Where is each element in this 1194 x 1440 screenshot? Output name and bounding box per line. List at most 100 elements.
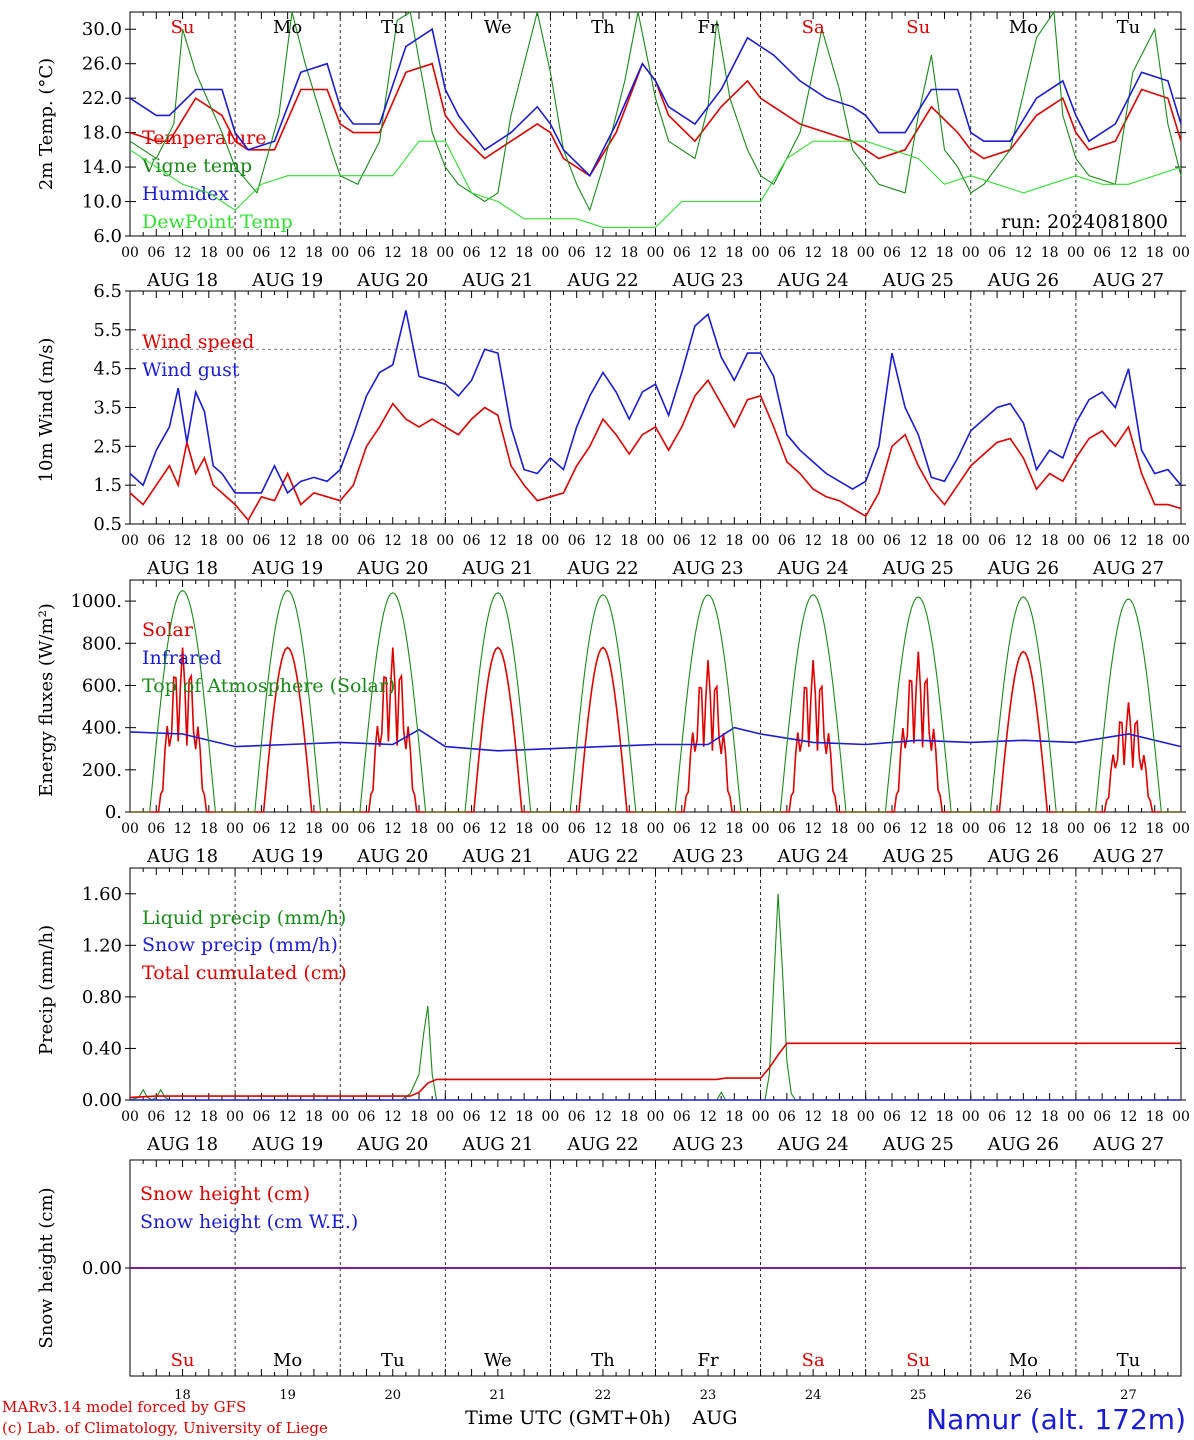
x-hour-label: 18 xyxy=(515,821,533,837)
x-hour-label: 00 xyxy=(1067,1109,1085,1125)
x-hour-label: 18 xyxy=(305,1109,323,1125)
credit-model: MARv3.14 model forced by GFS xyxy=(2,1398,247,1416)
x-hour-label: 00 xyxy=(436,245,454,261)
x-hour-label: 18 xyxy=(515,245,533,261)
x-hour-label: 00 xyxy=(647,533,665,549)
x-hour-label: 00 xyxy=(962,1109,980,1125)
x-hour-label: 00 xyxy=(1172,245,1190,261)
y-axis-label: Precip (mm/h) xyxy=(36,925,57,1055)
x-hour-label: 00 xyxy=(436,821,454,837)
y-tick-label: 14.0 xyxy=(82,157,122,178)
x-hour-label: 00 xyxy=(541,1109,559,1125)
x-date-label: AUG 20 xyxy=(356,270,428,291)
x-hour-label: 12 xyxy=(489,533,507,549)
x-hour-label: 18 xyxy=(200,533,218,549)
day-name: Su xyxy=(906,1350,930,1371)
x-hour-label: 18 xyxy=(725,1109,743,1125)
x-date-label: AUG 24 xyxy=(777,1134,849,1155)
legend-entry: Wind speed xyxy=(142,331,254,353)
x-hour-label: 18 xyxy=(620,1109,638,1125)
x-hour-label: 12 xyxy=(489,821,507,837)
x-hour-label: 06 xyxy=(778,821,796,837)
x-hour-label: 06 xyxy=(1093,821,1111,837)
x-hour-label: 18 xyxy=(515,533,533,549)
x-hour-label: 00 xyxy=(857,533,875,549)
x-hour-label: 06 xyxy=(988,245,1006,261)
y-tick-label: 18.0 xyxy=(82,123,122,144)
x-hour-label: 06 xyxy=(147,821,165,837)
y-tick-label: 26.0 xyxy=(82,54,122,75)
x-hour-label: 06 xyxy=(463,821,481,837)
y-tick-label: 600. xyxy=(82,675,122,696)
day-name: Th xyxy=(591,1350,615,1371)
x-hour-label: 12 xyxy=(279,821,297,837)
x-hour-label: 18 xyxy=(936,821,954,837)
y-tick-label: 5.5 xyxy=(93,320,122,341)
x-hour-label: 12 xyxy=(699,821,717,837)
legend-entry: Vigne temp xyxy=(141,155,252,177)
x-hour-label: 00 xyxy=(857,1109,875,1125)
x-hour-label: 12 xyxy=(1120,1109,1138,1125)
x-hour-label: 18 xyxy=(305,533,323,549)
x-date-label: AUG 25 xyxy=(882,558,954,579)
x-date-label: AUG 26 xyxy=(987,846,1059,867)
day-number: 25 xyxy=(910,1388,927,1403)
day-number: 27 xyxy=(1120,1388,1137,1403)
x-hour-label: 06 xyxy=(778,245,796,261)
x-hour-label: 06 xyxy=(568,821,586,837)
x-hour-label: 12 xyxy=(384,533,402,549)
x-hour-label: 00 xyxy=(436,1109,454,1125)
y-axis-label: 10m Wind (m/s) xyxy=(36,338,57,483)
x-date-label: AUG 25 xyxy=(882,846,954,867)
x-hour-label: 00 xyxy=(541,821,559,837)
x-hour-label: 18 xyxy=(725,245,743,261)
x-hour-label: 00 xyxy=(1172,1109,1190,1125)
x-hour-label: 18 xyxy=(831,821,849,837)
x-hour-label: 00 xyxy=(436,533,454,549)
x-hour-label: 00 xyxy=(647,821,665,837)
x-hour-label: 18 xyxy=(620,821,638,837)
x-hour-label: 00 xyxy=(1172,821,1190,837)
series-line xyxy=(130,589,1181,813)
x-date-label: AUG 18 xyxy=(146,846,218,867)
x-date-label: AUG 19 xyxy=(251,846,323,867)
x-hour-label: 12 xyxy=(699,1109,717,1125)
x-date-label: AUG 24 xyxy=(777,846,849,867)
day-name: Su xyxy=(906,17,930,38)
day-number: 26 xyxy=(1015,1388,1032,1403)
y-tick-label: 1.20 xyxy=(82,935,122,956)
legend-entry: Wind gust xyxy=(142,359,240,381)
x-hour-label: 06 xyxy=(673,245,691,261)
y-tick-label: 2.5 xyxy=(93,436,122,457)
x-date-label: AUG 20 xyxy=(356,558,428,579)
legend-entry: Snow precip (mm/h) xyxy=(142,934,338,956)
y-tick-label: 10.0 xyxy=(82,192,122,213)
x-hour-label: 00 xyxy=(226,821,244,837)
day-name: Mo xyxy=(273,17,302,38)
x-hour-label: 00 xyxy=(1067,245,1085,261)
x-date-label: AUG 19 xyxy=(251,270,323,291)
series-line xyxy=(129,726,1182,752)
legend-entry: Humidex xyxy=(142,183,229,205)
x-date-label: AUG 24 xyxy=(777,558,849,579)
day-name: Mo xyxy=(1009,1350,1038,1371)
x-hour-label: 18 xyxy=(936,533,954,549)
x-date-label: AUG 21 xyxy=(461,558,533,579)
day-name: Th xyxy=(591,17,615,38)
run-annotation: run: 2024081800 xyxy=(1001,211,1168,233)
x-hour-label: 18 xyxy=(831,245,849,261)
y-axis-label: Energy fluxes (W/m²) xyxy=(36,603,57,797)
x-hour-label: 00 xyxy=(752,821,770,837)
y-tick-label: 30.0 xyxy=(82,19,122,40)
y-tick-label: 800. xyxy=(82,633,122,654)
day-name: Sa xyxy=(802,1350,825,1371)
x-hour-label: 00 xyxy=(541,533,559,549)
x-hour-label: 12 xyxy=(1120,533,1138,549)
y-tick-label: 1.5 xyxy=(93,475,122,496)
x-hour-label: 12 xyxy=(909,821,927,837)
x-hour-label: 00 xyxy=(1172,533,1190,549)
x-hour-label: 12 xyxy=(909,245,927,261)
x-hour-label: 00 xyxy=(226,245,244,261)
x-date-label: AUG 23 xyxy=(671,1134,743,1155)
